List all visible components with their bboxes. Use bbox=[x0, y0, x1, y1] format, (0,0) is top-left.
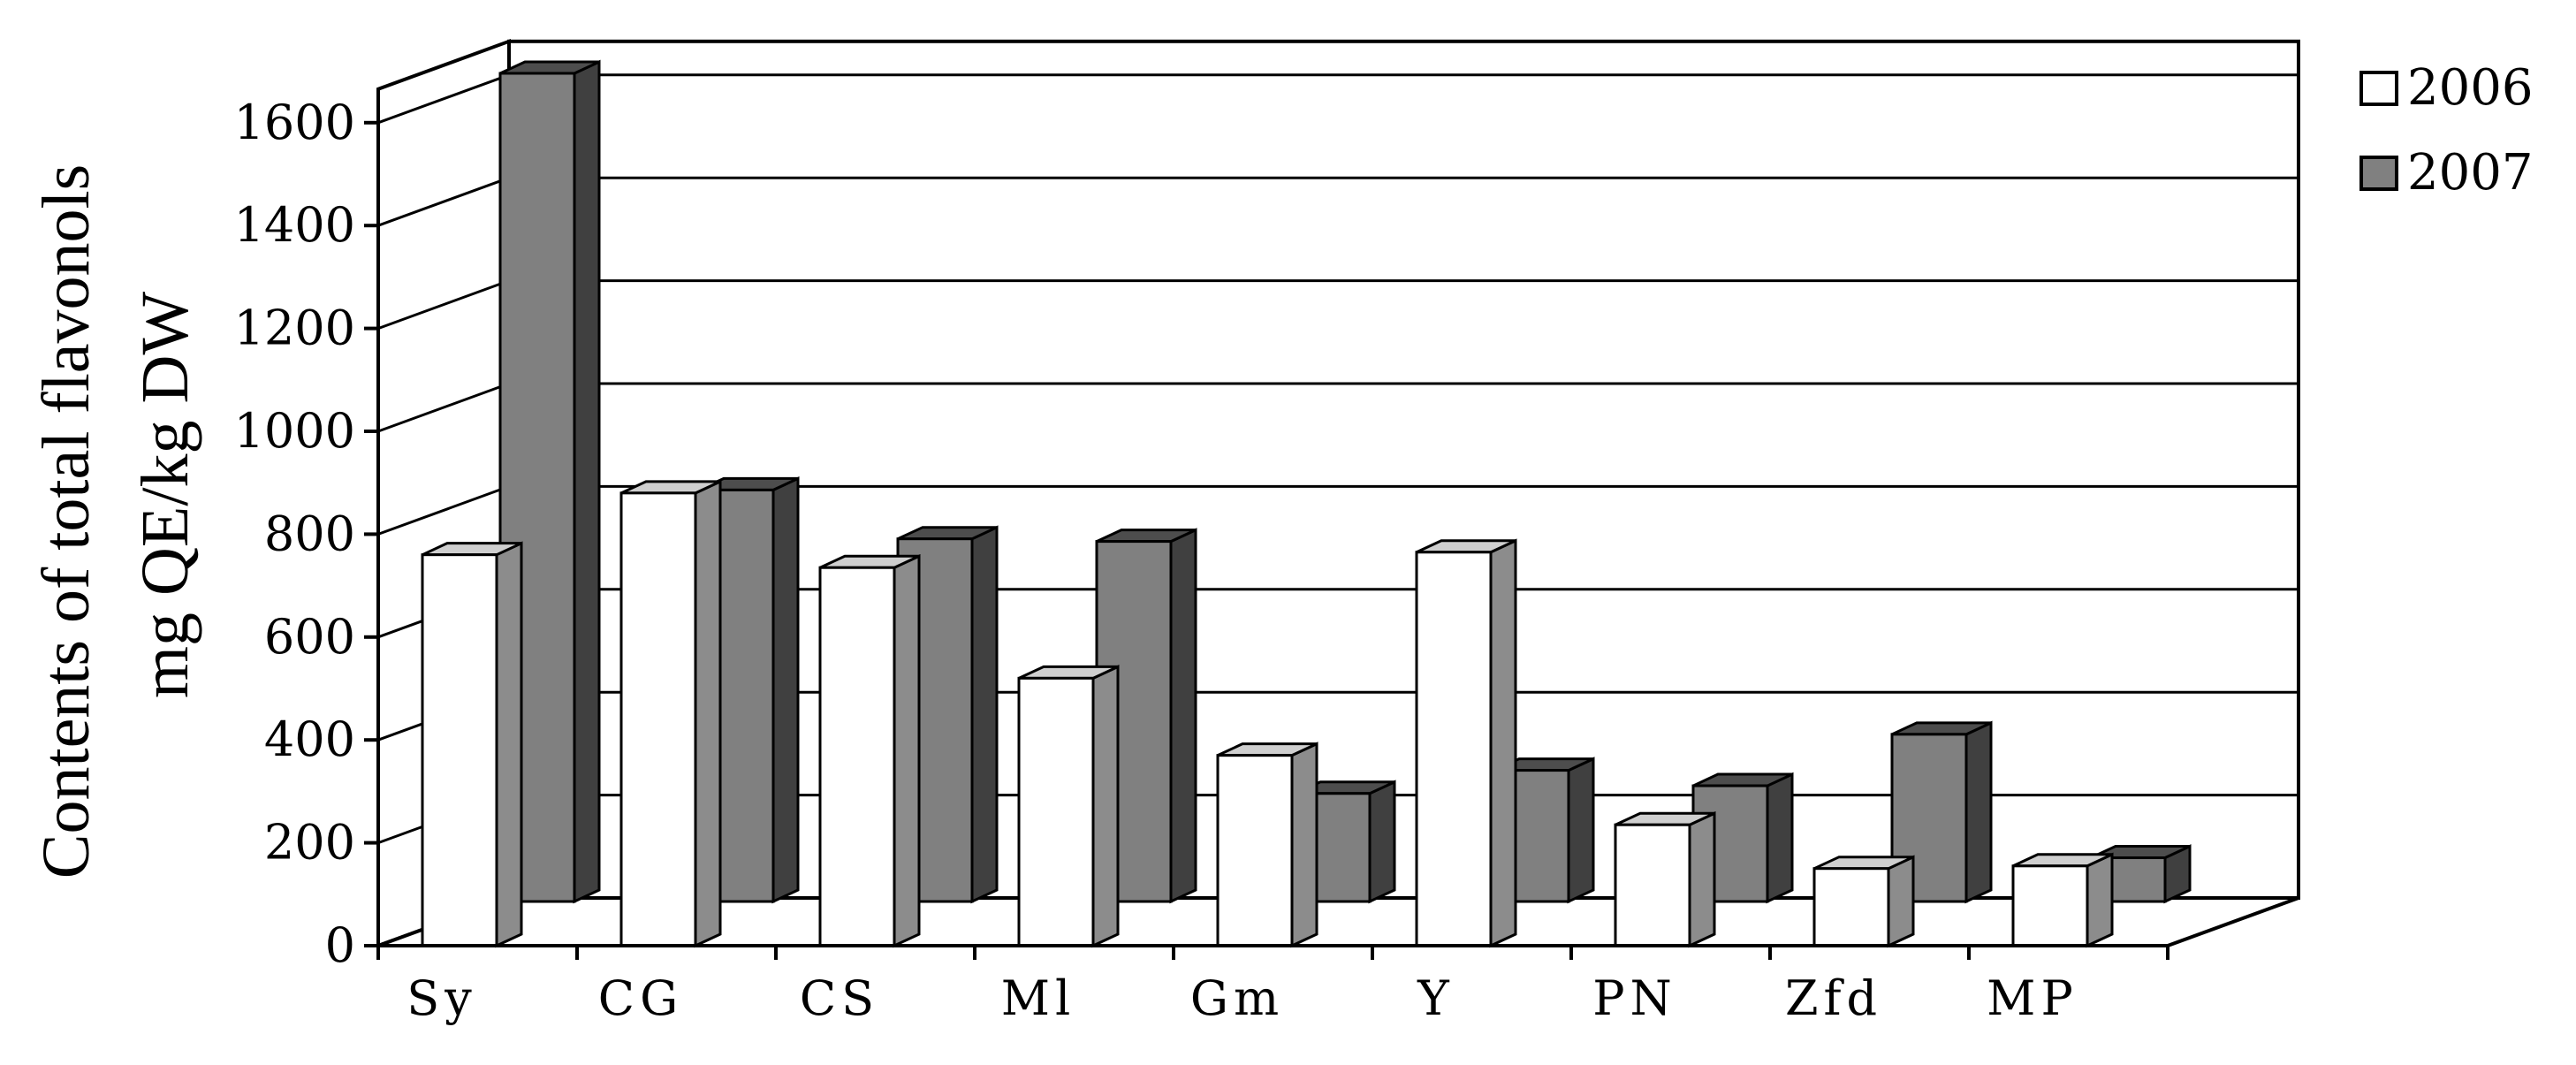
bar-2006-cs bbox=[818, 553, 921, 948]
y-tick-label: 1600 bbox=[234, 95, 355, 150]
bar-2006-sy-front bbox=[421, 553, 498, 947]
bar-2007-cg-side bbox=[771, 476, 800, 904]
x-tick-label: Sy bbox=[407, 970, 477, 1026]
bar-2006-mp bbox=[2011, 852, 2114, 948]
bar-2007-cs-side bbox=[970, 525, 999, 904]
bar-2006-zfd-side bbox=[1887, 855, 1915, 948]
y-tick-label: 400 bbox=[264, 711, 355, 767]
bar-2006-gm-side bbox=[1290, 742, 1318, 948]
bar-2006-y-front bbox=[1415, 551, 1493, 947]
bar-2006-gm-front bbox=[1216, 754, 1294, 947]
bar-2006-zfd bbox=[1812, 855, 1915, 948]
bar-2007-y-side bbox=[1567, 757, 1595, 904]
gridline-side bbox=[377, 382, 510, 433]
y-tick-label: 0 bbox=[325, 917, 355, 973]
x-tick-label: CG bbox=[598, 970, 683, 1026]
bar-2007-gm-side bbox=[1368, 780, 1396, 904]
bar-2007-pn-side bbox=[1766, 772, 1794, 904]
bar-2006-cs-side bbox=[893, 553, 921, 948]
bars-layer bbox=[421, 59, 2192, 948]
y-axis-title-line1: Contents of total flavonols bbox=[29, 164, 103, 879]
bar-2007-zfd bbox=[1890, 720, 1993, 904]
y-tick-label: 800 bbox=[264, 506, 355, 561]
legend-swatch-2007 bbox=[2359, 156, 2398, 191]
y-tick-label: 1400 bbox=[234, 197, 355, 253]
gridline-side bbox=[377, 484, 510, 536]
gridline-side bbox=[377, 279, 510, 331]
bar-2006-ml-side bbox=[1091, 665, 1120, 948]
bar-2006-cg bbox=[619, 479, 722, 948]
bar-2007-sy bbox=[498, 59, 601, 904]
bar-2007-zfd-side bbox=[1964, 720, 1993, 904]
gridline-side bbox=[377, 176, 510, 227]
bar-2006-y bbox=[1415, 538, 1517, 948]
bar-2006-pn bbox=[1614, 810, 1716, 948]
bar-2006-gm bbox=[1216, 742, 1318, 948]
labels-layer: 0 200 400 600 800 1000 1200 1400 1600 Sy CG CS Ml Gm Y… bbox=[29, 95, 2078, 1026]
bar-2006-cs-front bbox=[818, 566, 896, 947]
x-tick-label: PN bbox=[1592, 970, 1677, 1026]
legend: 2006 2007 bbox=[2359, 59, 2534, 202]
bar-2006-sy bbox=[421, 541, 523, 948]
axes-layer bbox=[364, 88, 2169, 960]
y-axis-title-line2: mg QE/kg DW bbox=[128, 292, 202, 698]
x-tick-label: Ml bbox=[1001, 970, 1076, 1026]
bar-2006-mp-front bbox=[2011, 864, 2089, 947]
legend-label-2007: 2007 bbox=[2407, 144, 2534, 202]
legend-swatch-2006 bbox=[2359, 71, 2398, 106]
bar-2006-ml bbox=[1017, 665, 1120, 948]
bar-2006-y-side bbox=[1489, 538, 1517, 948]
bar-2006-cg-front bbox=[619, 491, 697, 947]
y-tick-label: 600 bbox=[264, 609, 355, 665]
legend-label-2006: 2006 bbox=[2407, 59, 2534, 117]
bar-2006-sy-side bbox=[495, 541, 523, 948]
y-tick-label: 200 bbox=[264, 815, 355, 871]
back-wall bbox=[507, 39, 2300, 901]
grid-layer bbox=[376, 38, 2300, 948]
bar-2007-sy-side bbox=[573, 59, 601, 904]
x-tick-label: Gm bbox=[1190, 970, 1284, 1026]
y-tick-label: 1000 bbox=[234, 403, 355, 459]
bar-2006-pn-front bbox=[1614, 823, 1691, 947]
x-tick-label: CS bbox=[800, 970, 879, 1026]
bar-2006-pn-side bbox=[1688, 810, 1716, 948]
bar-2006-mp-side bbox=[2086, 852, 2114, 948]
x-tick-label: Zfd bbox=[1785, 970, 1882, 1026]
bar-2006-cg-side bbox=[694, 479, 722, 948]
x-tick-label: MP bbox=[1987, 970, 2078, 1026]
bar-2007-ml-side bbox=[1169, 528, 1197, 904]
bar-2006-zfd-front bbox=[1812, 867, 1890, 947]
gridline-side bbox=[377, 73, 510, 125]
x-tick-label: Y bbox=[1417, 970, 1455, 1026]
y-tick-label: 1200 bbox=[234, 300, 355, 356]
bar-2006-ml-front bbox=[1017, 676, 1095, 947]
